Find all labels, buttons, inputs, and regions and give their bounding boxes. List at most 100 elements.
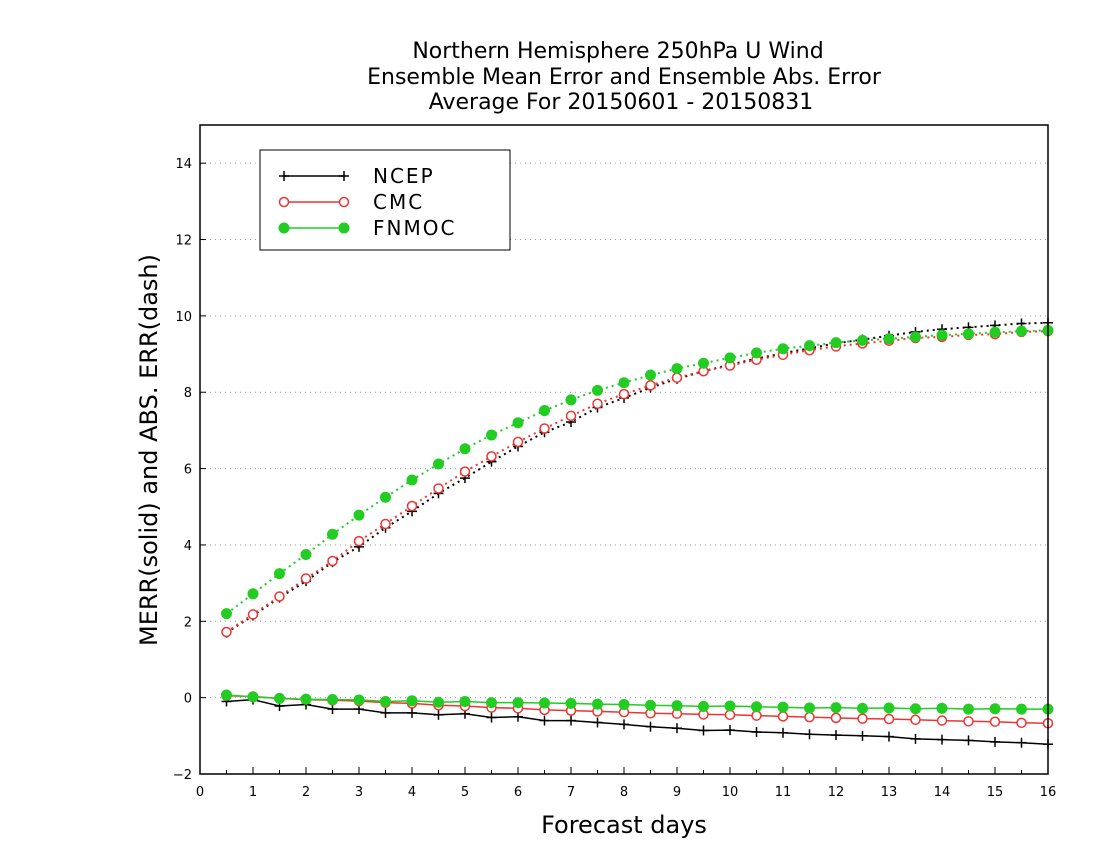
fnmoc-abs-error-point bbox=[857, 334, 868, 346]
ncep-mean-error-point bbox=[725, 725, 735, 736]
cmc-abs-error-point bbox=[486, 451, 497, 462]
legend-marker-cmc bbox=[278, 196, 290, 208]
ncep-mean-error-point bbox=[380, 707, 391, 718]
x-tick-label: 6 bbox=[514, 785, 522, 800]
ncep-mean-error-point bbox=[831, 730, 841, 741]
cmc-abs-error-point bbox=[539, 423, 550, 434]
ncep-mean-error-point bbox=[566, 715, 576, 726]
fnmoc-mean-error-point bbox=[724, 700, 736, 712]
fnmoc-mean-error-point bbox=[830, 702, 842, 714]
cmc-abs-error-point bbox=[221, 626, 232, 638]
fnmoc-mean-error-point bbox=[512, 697, 524, 709]
cmc-mean-error-point bbox=[883, 713, 895, 725]
chart-title-line-1: Northern Hemisphere 250hPa U Wind bbox=[412, 39, 823, 64]
ncep-mean-error-point bbox=[433, 709, 444, 720]
fnmoc-mean-error-point bbox=[274, 692, 285, 704]
cmc-abs-error-point bbox=[406, 500, 418, 512]
fnmoc-abs-error-point bbox=[512, 417, 524, 429]
fnmoc-abs-error-point bbox=[406, 474, 418, 486]
cmc-mean-error-point bbox=[936, 715, 948, 726]
ncep-mean-error-point bbox=[990, 736, 1000, 747]
cmc-abs-error-point bbox=[247, 609, 259, 620]
x-axis-label: Forecast days bbox=[541, 811, 707, 839]
fnmoc-abs-error-point bbox=[751, 347, 762, 359]
fnmoc-abs-error-point bbox=[1016, 325, 1027, 337]
x-tick-label: 10 bbox=[722, 785, 739, 800]
fnmoc-mean-error-line bbox=[226, 694, 1048, 710]
cmc-abs-error-line bbox=[225, 330, 1049, 633]
cmc-abs-error-point bbox=[645, 380, 656, 391]
chart-title-line-3: Average For 20150601 - 20150831 bbox=[429, 90, 814, 115]
fnmoc-mean-error-point bbox=[459, 695, 471, 707]
legend-marker-fnmoc bbox=[278, 222, 290, 234]
cmc-abs-error-point bbox=[327, 555, 338, 567]
fnmoc-abs-error-point bbox=[936, 329, 948, 341]
legend-label-fnmoc: FNMOC bbox=[373, 216, 456, 240]
x-tick-label: 13 bbox=[881, 785, 898, 800]
fnmoc-abs-error-point bbox=[645, 369, 656, 381]
ncep-mean-error-point bbox=[778, 727, 788, 738]
fnmoc-abs-error-point bbox=[274, 568, 285, 580]
cmc-mean-error-point bbox=[724, 709, 736, 721]
ncep-mean-error-point bbox=[698, 725, 709, 736]
ncep-mean-error-point bbox=[857, 730, 868, 741]
x-tick-label: 0 bbox=[196, 785, 204, 800]
fnmoc-abs-error-point bbox=[777, 343, 789, 355]
ncep-mean-error-point bbox=[672, 723, 682, 734]
y-tick-label: 4 bbox=[184, 539, 192, 554]
x-tick-label: 5 bbox=[461, 785, 469, 800]
x-tick-label: 2 bbox=[302, 785, 310, 800]
legend-marker-ncep bbox=[339, 171, 349, 181]
x-tick-label: 8 bbox=[620, 785, 628, 800]
fnmoc-abs-error-point bbox=[830, 337, 842, 349]
ncep-mean-error-point bbox=[327, 704, 338, 715]
fnmoc-abs-error-point bbox=[565, 394, 577, 406]
x-tick-label: 14 bbox=[934, 785, 951, 800]
fnmoc-abs-error-point bbox=[671, 363, 683, 375]
fnmoc-abs-error-point bbox=[459, 443, 471, 455]
fnmoc-mean-error-point bbox=[247, 691, 259, 703]
x-tick-label: 3 bbox=[355, 785, 363, 800]
cmc-abs-error-point bbox=[433, 483, 444, 494]
fnmoc-abs-error-point bbox=[963, 328, 974, 340]
y-tick-label: 14 bbox=[175, 157, 192, 172]
ncep-abs-error-line bbox=[225, 321, 1049, 634]
fnmoc-abs-error-point bbox=[300, 548, 312, 560]
legend-marker-fnmoc bbox=[338, 222, 350, 234]
x-tick-label: 7 bbox=[567, 785, 575, 800]
ncep-mean-error-point bbox=[592, 717, 603, 728]
fnmoc-mean-error-point bbox=[221, 689, 232, 701]
x-tick-label: 1 bbox=[249, 785, 257, 800]
fnmoc-mean-error-point bbox=[406, 695, 418, 707]
fnmoc-abs-error-point bbox=[486, 429, 497, 441]
fnmoc-mean-error-point bbox=[486, 697, 497, 709]
fnmoc-mean-error-point bbox=[857, 702, 868, 714]
fnmoc-abs-error-point bbox=[247, 588, 259, 600]
fnmoc-mean-error-point bbox=[353, 694, 365, 706]
fnmoc-mean-error-point bbox=[380, 695, 391, 707]
cmc-abs-error-point bbox=[380, 518, 391, 530]
cmc-mean-error-point bbox=[963, 716, 974, 727]
x-tick-label: 11 bbox=[775, 785, 792, 800]
legend-box bbox=[259, 149, 511, 251]
ncep-mean-error-point bbox=[645, 721, 656, 732]
fnmoc-mean-error-point bbox=[751, 701, 762, 713]
fnmoc-mean-error-point bbox=[936, 702, 948, 714]
fnmoc-abs-error-point bbox=[804, 340, 815, 352]
fnmoc-abs-error-point bbox=[618, 377, 630, 389]
fnmoc-mean-error-point bbox=[698, 700, 709, 712]
ncep-mean-error-point bbox=[751, 727, 762, 738]
cmc-abs-error-point bbox=[512, 436, 524, 448]
fnmoc-mean-error-point bbox=[910, 703, 921, 715]
ncep-mean-error-point bbox=[619, 719, 629, 730]
cmc-mean-error-point bbox=[830, 712, 842, 724]
fnmoc-abs-error-line bbox=[225, 329, 1049, 615]
ncep-mean-error-point bbox=[937, 734, 947, 745]
ncep-mean-error-point bbox=[407, 707, 417, 718]
cmc-abs-error-point bbox=[459, 466, 471, 477]
legend-marker-cmc bbox=[338, 196, 350, 208]
y-tick-label: 8 bbox=[184, 386, 192, 401]
fnmoc-abs-error-point bbox=[989, 326, 1001, 338]
ncep-mean-error-line bbox=[226, 698, 1049, 745]
y-tick-label: 6 bbox=[184, 463, 192, 478]
